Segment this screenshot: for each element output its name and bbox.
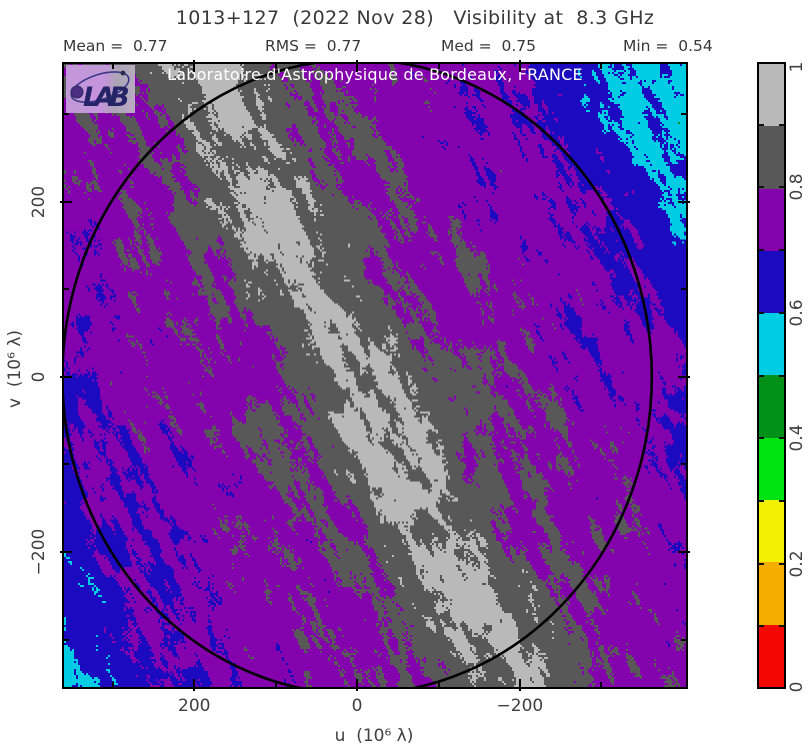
lab-logo: LAB: [66, 65, 135, 113]
colorbar-tick: [759, 249, 764, 252]
y-axis-tick-label: −200: [29, 528, 49, 576]
x-minor-tick: [600, 682, 603, 687]
x-major-tick: [356, 60, 359, 72]
colorbar: [757, 62, 786, 689]
colorbar-tick-label: 0.6: [787, 299, 807, 327]
colorbar-tick: [779, 437, 784, 440]
colorbar-tick: [779, 249, 784, 252]
colorbar-tick-label: 1: [787, 61, 807, 73]
colorbar-tick: [759, 123, 764, 126]
colorbar-tick: [779, 186, 784, 189]
colorbar-tick: [779, 123, 784, 126]
colorbar-tick-label: 0.8: [787, 173, 807, 201]
x-major-tick: [193, 60, 196, 72]
colorbar-segment: [759, 188, 784, 251]
y-minor-tick: [64, 638, 69, 641]
uv-coverage-circle: [64, 64, 654, 687]
x-axis-tick-label: −200: [496, 696, 544, 716]
page-title: 1013+127 (2022 Nov 28) Visibility at 8.3…: [175, 7, 655, 29]
x-major-tick: [518, 60, 521, 72]
x-major-tick: [356, 679, 359, 691]
colorbar-tick: [759, 311, 764, 314]
y-minor-tick: [64, 463, 69, 466]
lab-logo-orbit-icon: LAB: [70, 70, 134, 113]
y-minor-tick: [681, 638, 686, 641]
y-major-tick: [60, 200, 72, 203]
colorbar-segment: [759, 250, 784, 314]
colorbar-segment: [759, 64, 784, 127]
x-minor-tick: [274, 64, 277, 69]
plot-inner: Laboratoire d'Astrophysique de Bordeaux,…: [60, 60, 690, 691]
colorbar-segment: [759, 126, 784, 189]
colorbar-tick: [759, 186, 764, 189]
x-minor-tick: [111, 682, 114, 687]
colorbar-segment: [759, 624, 784, 687]
x-minor-tick: [437, 64, 440, 69]
colorbar-tick: [759, 625, 764, 628]
y-major-tick: [60, 551, 72, 554]
plot-area: Laboratoire d'Astrophysique de Bordeaux,…: [60, 60, 690, 691]
y-minor-tick: [681, 288, 686, 291]
x-axis-tick-label: 0: [351, 696, 363, 716]
stat-med: Med = 0.75: [441, 37, 537, 55]
watermark-text: Laboratoire d'Astrophysique de Bordeaux,…: [167, 65, 583, 84]
y-minor-tick: [64, 288, 69, 291]
x-minor-tick: [600, 64, 603, 69]
colorbar-tick: [759, 437, 764, 440]
x-axis-label: u (10⁶ λ): [334, 726, 414, 746]
colorbar-tick: [779, 311, 784, 314]
stat-mean: Mean = 0.77: [63, 37, 168, 55]
colorbar-segment: [759, 500, 784, 563]
y-minor-tick: [681, 463, 686, 466]
colorbar-tick: [779, 562, 784, 565]
y-major-tick: [678, 200, 690, 203]
colorbar-tick: [779, 374, 784, 377]
stat-rms: RMS = 0.77: [265, 37, 362, 55]
colorbar-segment: [759, 562, 784, 625]
y-major-tick: [60, 375, 72, 378]
lab-logo-text: LAB: [83, 82, 128, 113]
colorbar-segment: [759, 375, 784, 438]
colorbar-tick-label: 0: [787, 681, 807, 693]
y-minor-tick: [64, 112, 69, 115]
x-major-tick: [518, 679, 521, 691]
x-minor-tick: [111, 64, 114, 69]
colorbar-tick: [779, 499, 784, 502]
y-minor-tick: [681, 112, 686, 115]
colorbar-tick: [779, 625, 784, 628]
x-axis-tick-label: 200: [178, 696, 211, 716]
y-axis-tick-label: 0: [29, 371, 49, 383]
stat-min: Min = 0.54: [623, 37, 713, 55]
colorbar-segment: [759, 437, 784, 501]
colorbar-tick: [759, 562, 764, 565]
y-axis-label: v (10⁶ λ): [5, 329, 25, 409]
colorbar-tick: [759, 374, 764, 377]
y-axis-tick-label: 200: [29, 185, 49, 218]
x-minor-tick: [274, 682, 277, 687]
colorbar-tick-label: 0.2: [787, 550, 807, 578]
x-major-tick: [193, 679, 196, 691]
colorbar-tick: [759, 499, 764, 502]
colorbar-tick-label: 0.4: [787, 424, 807, 452]
planet-dot-icon: [70, 85, 84, 99]
colorbar-segment: [759, 313, 784, 376]
uv-circle-overlay: [64, 64, 654, 687]
x-minor-tick: [437, 682, 440, 687]
y-major-tick: [678, 375, 690, 378]
satellite-dot-icon: [120, 70, 126, 76]
y-major-tick: [678, 551, 690, 554]
